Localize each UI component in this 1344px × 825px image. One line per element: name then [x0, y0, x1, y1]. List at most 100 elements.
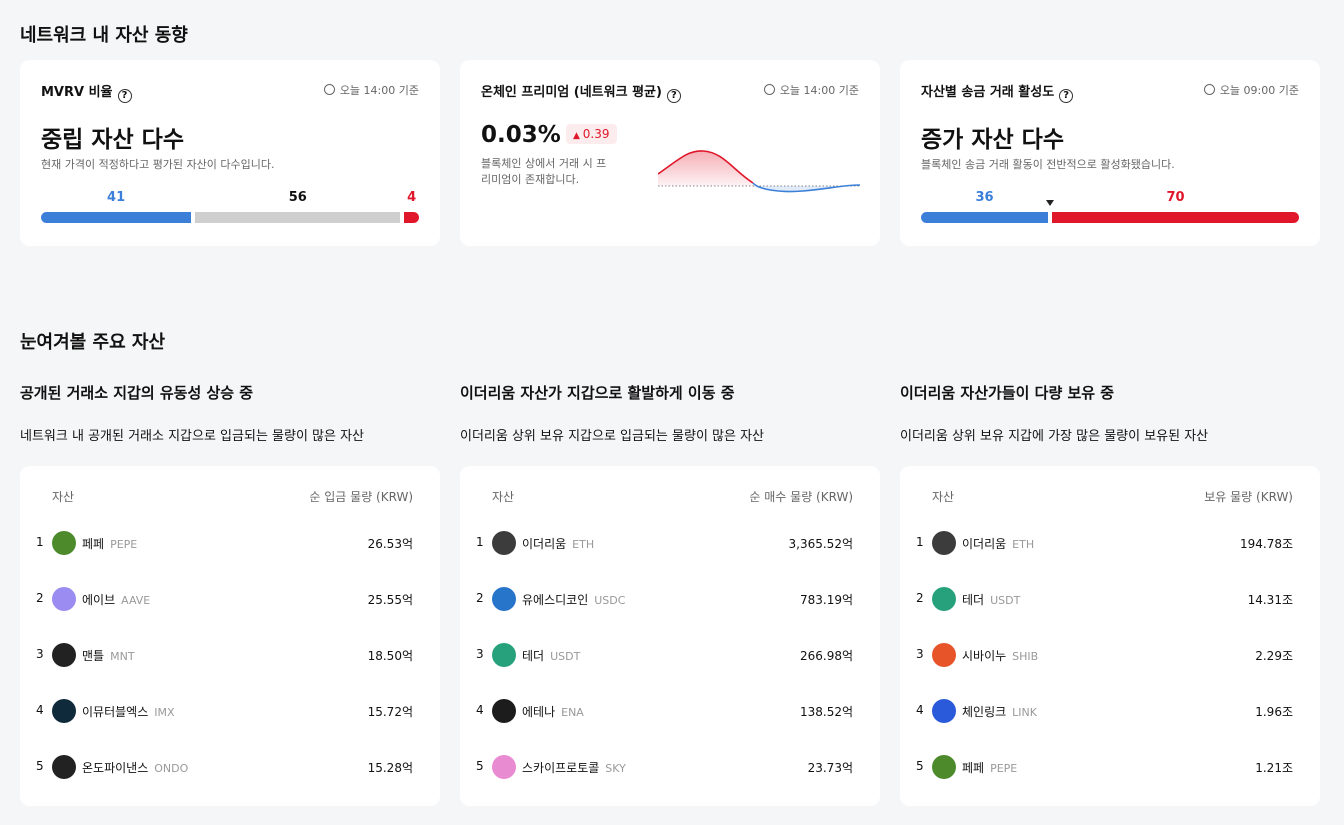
change-badge: ▲ 0.39: [566, 124, 617, 144]
asset-table: 자산 순 입금 물량 (KRW) 1 페페 PEPE 26.53억 2 에이브 AAVE 25.5…: [20, 466, 440, 806]
rank: 3: [916, 647, 924, 661]
header-value: 순 입금 물량 (KRW): [309, 490, 413, 504]
section-title: 눈여겨볼 주요 자산: [20, 332, 166, 353]
asset-icon: [932, 755, 956, 779]
asset-symbol: IMX: [154, 706, 175, 719]
asset-name: 페페 PEPE: [82, 537, 138, 551]
segment-fill: [1052, 212, 1299, 223]
asset-row[interactable]: 2 유에스디코인 USDC 783.19억: [460, 584, 880, 614]
description: 현재 가격이 적정하다고 평가된 자산이 다수입니다.: [41, 158, 275, 171]
line: [752, 182, 860, 193]
description: 블록체인 상에서 거래 시 프리미엄이 존재합니다.: [481, 157, 607, 186]
asset-row[interactable]: 1 이더리움 ETH 3,365.52억: [460, 528, 880, 558]
asset-row[interactable]: 3 시바이누 SHIB 2.29조: [900, 640, 1320, 670]
asset-name: 유에스디코인 USDC: [522, 593, 626, 607]
card-title: 온체인 프리미엄 (네트워크 평균)?: [481, 81, 681, 103]
asset-row[interactable]: 4 이뮤터블엑스 IMX 15.72억: [20, 696, 440, 726]
help-icon[interactable]: ?: [1059, 89, 1074, 103]
help-icon[interactable]: ?: [117, 89, 132, 103]
asset-name: 테더 USDT: [522, 649, 581, 663]
card: MVRV 비율? 오늘 14:00 기준 중립 자산 다수 현재 가격이 적정하…: [20, 60, 440, 246]
asset-name: 맨틀 MNT: [82, 649, 135, 663]
headline: 0.03%: [481, 122, 561, 148]
asset-value: 1.21조: [1255, 761, 1293, 775]
asset-symbol: USDT: [550, 650, 581, 663]
rank: 3: [476, 647, 484, 661]
rank: 2: [916, 591, 924, 605]
rank: 1: [36, 535, 44, 549]
asset-table: 자산 보유 물량 (KRW) 1 이더리움 ETH 194.78조 2 테더 USDT 14.31…: [900, 466, 1320, 806]
asset-value: 1.96조: [1255, 705, 1293, 719]
help-icon[interactable]: ?: [666, 89, 681, 103]
card-title: MVRV 비율?: [41, 81, 132, 103]
asset-symbol: ETH: [572, 538, 595, 551]
segment-fill: [41, 212, 192, 223]
asset-row[interactable]: 3 맨틀 MNT 18.50억: [20, 640, 440, 670]
column-heading: 공개된 거래소 지갑의 유동성 상승 중: [20, 384, 254, 402]
asset-name: 페페 PEPE: [962, 761, 1018, 775]
asset-symbol: MNT: [110, 650, 135, 663]
rank: 4: [916, 703, 924, 717]
asset-value: 26.53억: [367, 537, 413, 551]
column-heading: 이더리움 자산가들이 다량 보유 중: [900, 384, 1115, 402]
header-value: 순 매수 물량 (KRW): [749, 490, 853, 504]
sparkline: [658, 150, 860, 193]
rank: 4: [36, 703, 44, 717]
asset-symbol: SHIB: [1012, 650, 1039, 663]
asset-row[interactable]: 2 테더 USDT 14.31조: [900, 584, 1320, 614]
asset-value: 15.28억: [367, 761, 413, 775]
asset-row[interactable]: 5 페페 PEPE 1.21조: [900, 752, 1320, 782]
asset-symbol: PEPE: [110, 538, 138, 551]
asset-value: 3,365.52억: [788, 537, 853, 551]
asset-symbol: USDT: [990, 594, 1021, 607]
asset-icon: [492, 699, 516, 723]
segment-label: 41: [107, 190, 126, 205]
asset-row[interactable]: 4 체인링크 LINK 1.96조: [900, 696, 1320, 726]
asset-row[interactable]: 5 스카이프로토콜 SKY 23.73억: [460, 752, 880, 782]
asset-icon: [492, 755, 516, 779]
asset-table: 자산 순 매수 물량 (KRW) 1 이더리움 ETH 3,365.52억 2 유에스디코인 U…: [460, 466, 880, 806]
header-asset: 자산: [492, 490, 515, 504]
asset-symbol: PEPE: [990, 762, 1018, 775]
asset-value: 138.52억: [799, 705, 853, 719]
asset-name: 이더리움 ETH: [522, 537, 595, 551]
asset-name: 테더 USDT: [962, 593, 1021, 607]
asset-name: 이더리움 ETH: [962, 537, 1035, 551]
asset-row[interactable]: 5 온도파이낸스 ONDO 15.28억: [20, 752, 440, 782]
asset-name: 시바이누 SHIB: [962, 649, 1039, 663]
asset-symbol: AAVE: [121, 594, 151, 607]
headline: 증가 자산 다수: [921, 127, 1064, 153]
bar-segment: 56: [195, 190, 401, 223]
card-title: 자산별 송금 거래 활성도?: [921, 81, 1074, 103]
asset-name: 체인링크 LINK: [962, 705, 1037, 719]
asset-value: 266.98억: [799, 649, 853, 663]
asset-value: 194.78조: [1239, 537, 1293, 551]
segment-label: 36: [975, 190, 994, 205]
asset-icon: [932, 643, 956, 667]
asset-icon: [52, 587, 76, 611]
asset-icon: [932, 587, 956, 611]
segment-label: 56: [288, 190, 307, 205]
asset-name: 에이브 AAVE: [82, 593, 151, 607]
rank: 2: [476, 591, 484, 605]
asset-row[interactable]: 1 이더리움 ETH 194.78조: [900, 528, 1320, 558]
card-title-text: 자산별 송금 거래 활성도: [921, 85, 1055, 100]
rank: 2: [36, 591, 44, 605]
asset-value: 15.72억: [367, 705, 413, 719]
asset-name: 에테나 ENA: [522, 705, 584, 719]
segment-label: 4: [407, 190, 417, 205]
card: 온체인 프리미엄 (네트워크 평균)? 오늘 14:00 기준 0.03% ▲ …: [460, 60, 880, 246]
asset-row[interactable]: 1 페페 PEPE 26.53억: [20, 528, 440, 558]
asset-icon: [932, 699, 956, 723]
rank: 5: [916, 759, 924, 773]
asset-row[interactable]: 4 에테나 ENA 138.52억: [460, 696, 880, 726]
card: 자산별 송금 거래 활성도? 오늘 09:00 기준 증가 자산 다수 블록체인…: [900, 60, 1320, 246]
asset-value: 783.19억: [799, 593, 853, 607]
asset-row[interactable]: 3 테더 USDT 266.98억: [460, 640, 880, 670]
change-value: 0.39: [582, 127, 610, 141]
segment-label: 70: [1166, 190, 1185, 205]
asset-icon: [492, 643, 516, 667]
bar-segment: 4: [404, 190, 420, 223]
asset-symbol: ONDO: [154, 762, 189, 775]
asset-row[interactable]: 2 에이브 AAVE 25.55억: [20, 584, 440, 614]
